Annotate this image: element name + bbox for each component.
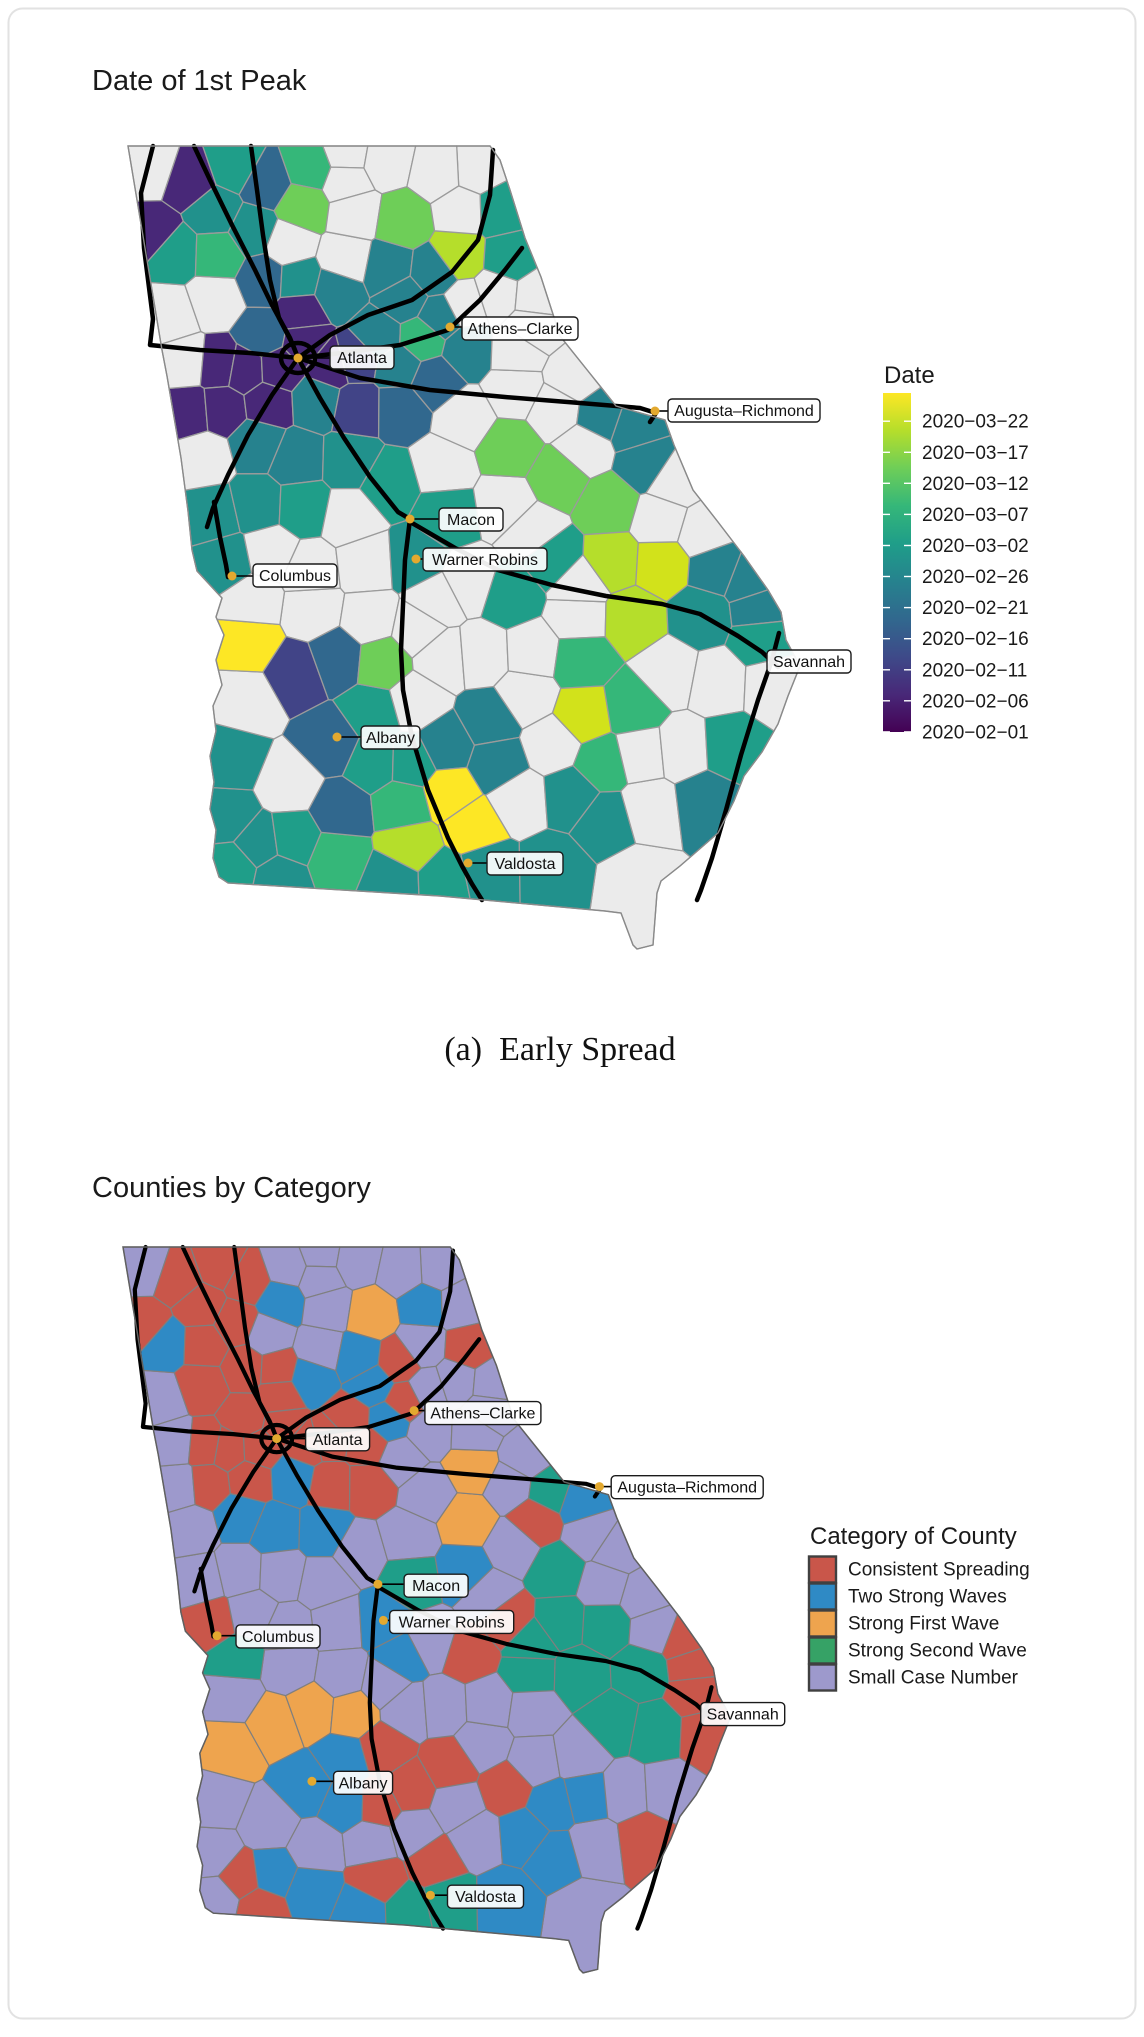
svg-text:Date: Date (884, 362, 935, 389)
svg-text:Strong Second Wave: Strong Second Wave (848, 1641, 1027, 1662)
svg-text:Two Strong Waves: Two Strong Waves (848, 1587, 1007, 1608)
svg-text:Macon: Macon (447, 512, 495, 529)
svg-text:2020−03−12: 2020−03−12 (922, 474, 1029, 495)
svg-text:Category of County: Category of County (810, 1523, 1017, 1550)
svg-text:Valdosta: Valdosta (494, 856, 555, 873)
svg-text:Augusta–Richmond: Augusta–Richmond (674, 403, 814, 420)
svg-text:2020−02−06: 2020−02−06 (922, 691, 1029, 712)
svg-text:2020−02−11: 2020−02−11 (922, 660, 1027, 681)
svg-text:2020−03−02: 2020−03−02 (922, 536, 1029, 557)
svg-text:2020−02−26: 2020−02−26 (922, 567, 1029, 588)
svg-text:Columbus: Columbus (242, 1629, 314, 1646)
svg-text:Consistent Spreading: Consistent Spreading (848, 1560, 1030, 1581)
svg-text:Columbus: Columbus (259, 568, 331, 585)
svg-text:Savannah: Savannah (773, 654, 845, 671)
svg-text:Atlanta: Atlanta (313, 1432, 363, 1449)
svg-text:2020−02−16: 2020−02−16 (922, 629, 1029, 650)
svg-text:2020−03−17: 2020−03−17 (922, 443, 1029, 464)
svg-text:Valdosta: Valdosta (455, 1889, 516, 1906)
svg-text:2020−02−21: 2020−02−21 (922, 598, 1029, 619)
svg-text:Albany: Albany (339, 1775, 388, 1792)
svg-text:2020−03−07: 2020−03−07 (922, 505, 1029, 526)
svg-text:Small Case Number: Small Case Number (848, 1668, 1019, 1689)
svg-text:(a) Early Spread: (a) Early Spread (444, 1031, 675, 1068)
svg-text:Strong First Wave: Strong First Wave (848, 1614, 999, 1635)
svg-text:Warner Robins: Warner Robins (399, 1614, 505, 1631)
svg-text:Macon: Macon (412, 1578, 460, 1595)
svg-text:Atlanta: Atlanta (337, 350, 387, 367)
svg-text:Augusta–Richmond: Augusta–Richmond (617, 1480, 757, 1497)
svg-text:2020−03−22: 2020−03−22 (922, 412, 1029, 433)
svg-text:Albany: Albany (366, 730, 415, 747)
svg-text:Athens–Clarke: Athens–Clarke (468, 321, 573, 338)
svg-text:Athens–Clarke: Athens–Clarke (430, 1406, 535, 1423)
svg-text:Counties by Category: Counties by Category (92, 1172, 371, 1204)
svg-text:Savannah: Savannah (707, 1707, 779, 1724)
svg-text:Warner Robins: Warner Robins (432, 552, 538, 569)
svg-text:Date of 1st Peak: Date of 1st Peak (92, 65, 307, 97)
svg-text:2020−02−01: 2020−02−01 (922, 722, 1029, 743)
